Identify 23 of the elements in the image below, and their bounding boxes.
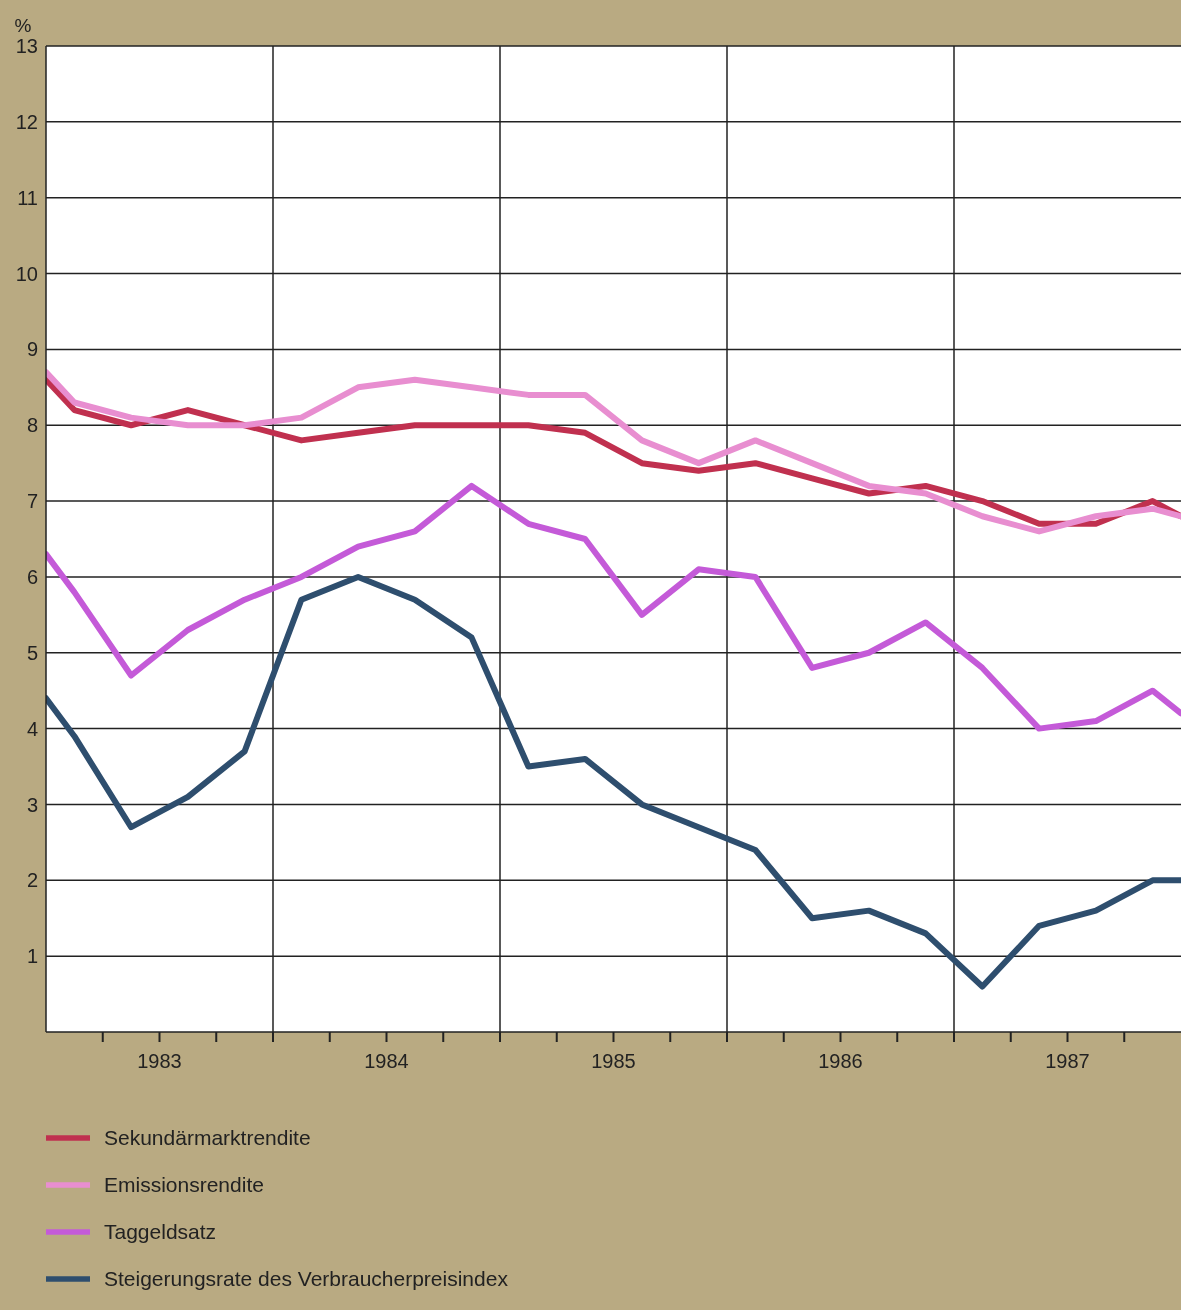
x-tick-label: 1985 — [591, 1050, 636, 1072]
x-tick-label: 1987 — [1045, 1050, 1090, 1072]
y-tick-label: 13 — [15, 35, 38, 58]
y-tick-label: 4 — [26, 717, 38, 740]
x-tick-label: 1984 — [364, 1050, 409, 1072]
y-axis-title: % — [14, 15, 32, 36]
x-tick-label: 1983 — [137, 1050, 182, 1072]
legend-label: Steigerungsrate des Verbraucherpreisindex — [104, 1266, 508, 1290]
y-tick-label: 9 — [26, 338, 38, 361]
y-tick-label: 12 — [15, 110, 38, 133]
y-tick-label: 2 — [26, 869, 38, 892]
legend-label: Sekundärmarktrendite — [104, 1125, 311, 1149]
y-tick-label: 1 — [26, 945, 38, 968]
y-tick-label: 11 — [17, 186, 38, 209]
y-tick-label: 5 — [26, 641, 38, 664]
legend-label: Emissionsrendite — [104, 1172, 264, 1196]
y-tick-label: 3 — [26, 793, 38, 816]
y-tick-label: 8 — [26, 414, 38, 437]
y-tick-label: 10 — [15, 262, 38, 285]
y-tick-label: 6 — [26, 566, 38, 589]
x-tick-label: 1986 — [818, 1050, 863, 1072]
legend-label: Taggeldsatz — [104, 1219, 217, 1243]
y-tick-label: 7 — [26, 490, 38, 513]
